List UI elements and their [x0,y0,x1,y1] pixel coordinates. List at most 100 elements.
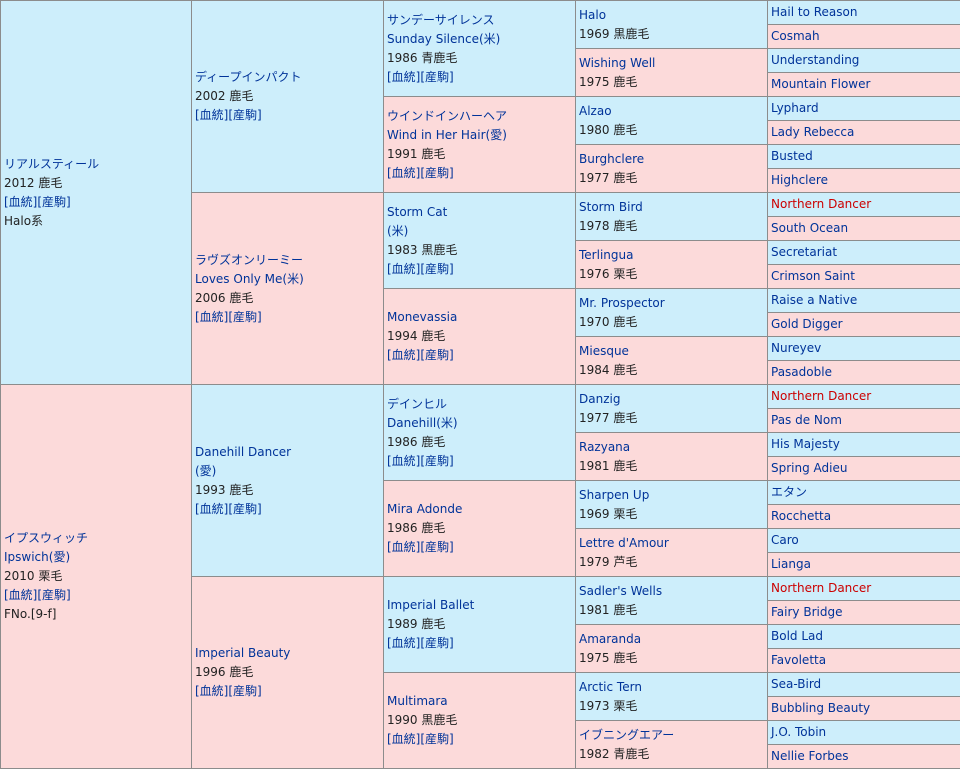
g5-name[interactable]: Nellie Forbes [771,749,849,763]
g5-name[interactable]: Rocchetta [771,509,831,523]
g4-name[interactable]: Lettre d'Amour [579,534,764,553]
g2-name[interactable]: Danehill Dancer [195,443,380,462]
g4-name[interactable]: Terlingua [579,246,764,265]
g5-name[interactable]: Raise a Native [771,293,857,307]
g5-name[interactable]: Caro [771,533,799,547]
g2-links[interactable]: [血統][産駒] [195,308,380,327]
g3-name[interactable]: Storm Cat [387,203,572,222]
g5-cell: Northern Dancer [768,577,960,601]
g5-name[interactable]: Lianga [771,557,811,571]
g3-alt-name[interactable]: Danehill(米) [387,414,572,433]
g4-name[interactable]: Razyana [579,438,764,457]
g3-links[interactable]: [血統][産駒] [387,346,572,365]
g2-alt-name[interactable]: (愛) [195,462,380,481]
g3-name[interactable]: Multimara [387,692,572,711]
g1-name[interactable]: イプスウィッチ [4,529,188,548]
g3-name[interactable]: デインヒル [387,395,572,414]
g3-cell: Storm Cat(米)1983 黒鹿毛[血統][産駒] [384,193,576,289]
g2-alt-name[interactable]: Loves Only Me(米) [195,270,380,289]
g5-name[interactable]: Sea-Bird [771,677,821,691]
g5-name[interactable]: Fairy Bridge [771,605,842,619]
g4-name[interactable]: Amaranda [579,630,764,649]
g3-name[interactable]: Mira Adonde [387,500,572,519]
g3-alt-name[interactable]: Sunday Silence(米) [387,30,572,49]
g3-alt-name[interactable]: Wind in Her Hair(愛) [387,126,572,145]
g4-name[interactable]: Miesque [579,342,764,361]
g5-name[interactable]: Crimson Saint [771,269,855,283]
g4-name[interactable]: Wishing Well [579,54,764,73]
g5-name[interactable]: Secretariat [771,245,837,259]
g4-name[interactable]: Sadler's Wells [579,582,764,601]
g1-alt-name[interactable]: Ipswich(愛) [4,548,188,567]
g4-name[interactable]: Storm Bird [579,198,764,217]
g4-name[interactable]: Arctic Tern [579,678,764,697]
g5-name[interactable]: Gold Digger [771,317,843,331]
g5-name[interactable]: Nureyev [771,341,821,355]
g4-name[interactable]: Danzig [579,390,764,409]
g5-name[interactable]: Pas de Nom [771,413,842,427]
g5-name[interactable]: Bubbling Beauty [771,701,870,715]
g3-links[interactable]: [血統][産駒] [387,452,572,471]
g3-birth: 1986 鹿毛 [387,433,572,452]
g5-cell: Bold Lad [768,625,960,649]
g3-links[interactable]: [血統][産駒] [387,634,572,653]
g4-name[interactable]: Mr. Prospector [579,294,764,313]
g5-name[interactable]: Northern Dancer [771,197,871,211]
g5-name[interactable]: Hail to Reason [771,5,857,19]
g3-links[interactable]: [血統][産駒] [387,260,572,279]
g2-links[interactable]: [血統][産駒] [195,682,380,701]
g5-name[interactable]: Mountain Flower [771,77,870,91]
g3-links[interactable]: [血統][産駒] [387,164,572,183]
g5-name[interactable]: Understanding [771,53,859,67]
g3-links[interactable]: [血統][産駒] [387,538,572,557]
g1-links[interactable]: [血統][産駒] [4,586,188,605]
g5-name[interactable]: Lady Rebecca [771,125,854,139]
g3-name[interactable]: サンデーサイレンス [387,11,572,30]
g2-links[interactable]: [血統][産駒] [195,106,380,125]
g2-name[interactable]: ラヴズオンリーミー [195,251,380,270]
g3-birth: 1986 青鹿毛 [387,49,572,68]
g2-name[interactable]: Imperial Beauty [195,644,380,663]
g1-name[interactable]: リアルスティール [4,155,188,174]
g4-name[interactable]: Burghclere [579,150,764,169]
g3-name[interactable]: Imperial Ballet [387,596,572,615]
g5-name[interactable]: Northern Dancer [771,581,871,595]
g1-links[interactable]: [血統][産駒] [4,193,188,212]
g5-name[interactable]: Highclere [771,173,828,187]
g5-name[interactable]: J.O. Tobin [771,725,826,739]
g3-links[interactable]: [血統][産駒] [387,68,572,87]
g4-name[interactable]: Halo [579,6,764,25]
g5-name[interactable]: Cosmah [771,29,820,43]
g2-links[interactable]: [血統][産駒] [195,500,380,519]
g5-name[interactable]: Pasadoble [771,365,832,379]
g4-name[interactable]: イブニングエアー [579,726,764,745]
g3-links[interactable]: [血統][産駒] [387,730,572,749]
g5-name[interactable]: エタン [771,485,807,499]
g4-name[interactable]: Alzao [579,102,764,121]
g5-cell: Gold Digger [768,313,960,337]
g3-name[interactable]: Monevassia [387,308,572,327]
g5-cell: Secretariat [768,241,960,265]
g5-name[interactable]: Busted [771,149,813,163]
g5-name[interactable]: South Ocean [771,221,848,235]
g5-cell: Pas de Nom [768,409,960,433]
g3-alt-name[interactable]: (米) [387,222,572,241]
g5-name[interactable]: Northern Dancer [771,389,871,403]
g5-name[interactable]: His Majesty [771,437,840,451]
g5-name[interactable]: Bold Lad [771,629,823,643]
g2-name[interactable]: ディープインパクト [195,68,380,87]
g5-name[interactable]: Favoletta [771,653,826,667]
g5-name[interactable]: Lyphard [771,101,819,115]
g5-name[interactable]: Spring Adieu [771,461,847,475]
g4-name[interactable]: Sharpen Up [579,486,764,505]
g3-name[interactable]: ウインドインハーヘア [387,107,572,126]
